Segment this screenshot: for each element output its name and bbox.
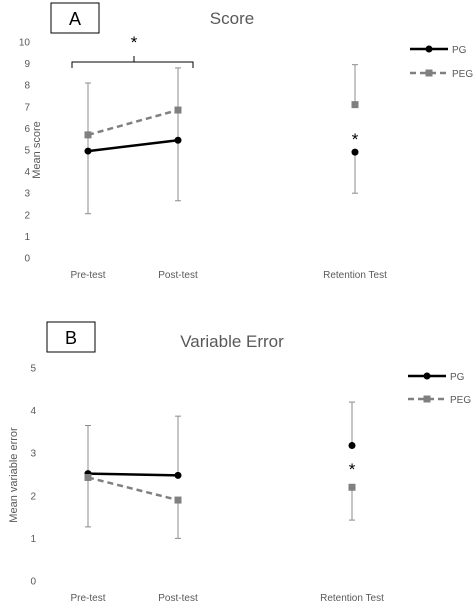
panel-a-bracket-star: * <box>131 33 138 52</box>
panel-a-x-category-label: Retention Test <box>323 270 387 281</box>
panel-b-label-box <box>46 321 96 353</box>
panel-a-point-peg <box>174 106 182 114</box>
panel-a-legend: PG PEG <box>410 45 473 80</box>
panel-b-plot-area <box>84 401 356 539</box>
panel-a-y-tick-label: 1 <box>24 232 30 243</box>
panel-a-y-tick-label: 0 <box>24 254 30 265</box>
panel-b-legend-peg-label: PEG <box>450 395 471 406</box>
panel-b-title: Variable Error <box>180 332 284 351</box>
panel-a-plot-area <box>84 64 359 215</box>
panel-a-point-pg <box>174 136 182 144</box>
panel-b-series-pg-line <box>87 472 179 477</box>
panel-a-title: Score <box>210 9 254 28</box>
panel-a-x-category-label: Pre-test <box>70 270 105 281</box>
panel-b-x-categories: Pre-test Post-test Retention Test <box>70 593 384 601</box>
panel-b-legend-pg-label: PG <box>450 372 465 383</box>
panel-a-y-tick-label: 2 <box>24 210 30 221</box>
panel-a-x-categories: Pre-test Post-test Retention Test <box>70 270 387 281</box>
panel-a-series-peg-line <box>87 108 179 137</box>
panel-a-legend-peg-label: PEG <box>452 69 473 80</box>
panel-b-x-category-label: Retention Test <box>320 593 384 601</box>
panel-b-legend-pg-marker <box>423 372 431 380</box>
panel-a-point-peg <box>351 101 359 109</box>
panel-b-label: B <box>65 328 77 348</box>
panel-b-y-axis-label: Mean variable error <box>8 427 20 523</box>
panel-a-y-ticks: 0 1 2 3 4 5 6 7 8 9 10 <box>19 38 31 265</box>
panel-a-legend-peg-marker <box>425 69 433 77</box>
panel-b-y-tick-label: 4 <box>30 406 36 417</box>
panel-a-y-tick-label: 9 <box>24 59 30 70</box>
panel-a-y-tick-label: 5 <box>24 146 30 157</box>
panel-a-x-category-label: Post-test <box>158 270 198 281</box>
panel-b-legend: PG PEG <box>408 372 471 406</box>
panel-b-y-ticks: 0 1 2 3 4 5 <box>30 364 36 588</box>
panel-a-significance-bracket <box>71 56 194 68</box>
panel-b-x-category-label: Pre-test <box>70 593 105 601</box>
panel-a-retention-star: * <box>352 130 359 149</box>
panel-b-x-category-label: Post-test <box>158 593 198 601</box>
panel-b-series-peg-line <box>87 476 179 502</box>
panel-a-point-peg <box>84 131 92 139</box>
panel-a-series-pg-line <box>87 139 179 153</box>
panel-b-retention-star: * <box>349 460 356 479</box>
panel-a-y-tick-label: 3 <box>24 189 30 200</box>
panel-a-y-axis-label: Mean score <box>31 121 43 178</box>
panel-a-legend-pg-label: PG <box>452 45 467 56</box>
panel-b-point-peg <box>348 483 356 491</box>
panel-a-y-tick-label: 7 <box>24 102 30 113</box>
panel-b-y-tick-label: 5 <box>30 364 36 375</box>
panel-a-chart: A Score Mean score 0 1 2 3 4 5 6 7 8 9 10 Pre-test… <box>19 2 473 281</box>
panel-b-point-peg <box>174 496 182 504</box>
panel-b-chart: B Variable Error Mean variable error 0 1 2… <box>8 321 471 601</box>
panel-a-point-pg <box>351 148 359 156</box>
panel-a-point-pg <box>84 147 92 155</box>
panel-a-legend-pg-marker <box>425 45 433 53</box>
panel-b-y-tick-label: 2 <box>30 491 36 502</box>
panel-b-legend-peg-marker <box>423 395 431 403</box>
panel-b-y-tick-label: 1 <box>30 534 36 545</box>
panel-a-label-box <box>50 2 100 34</box>
panel-b-point-peg <box>84 473 92 481</box>
panel-a-y-tick-label: 8 <box>24 81 30 92</box>
panel-a-label: A <box>69 9 81 29</box>
panel-b-y-tick-label: 3 <box>30 449 36 460</box>
panel-b-point-pg <box>348 442 356 450</box>
panel-b-y-tick-label: 0 <box>30 577 36 588</box>
panel-a-y-tick-label: 6 <box>24 124 30 135</box>
panel-b-point-pg <box>174 471 182 479</box>
panel-a-y-tick-label: 10 <box>19 38 31 49</box>
panel-a-y-tick-label: 4 <box>24 167 30 178</box>
